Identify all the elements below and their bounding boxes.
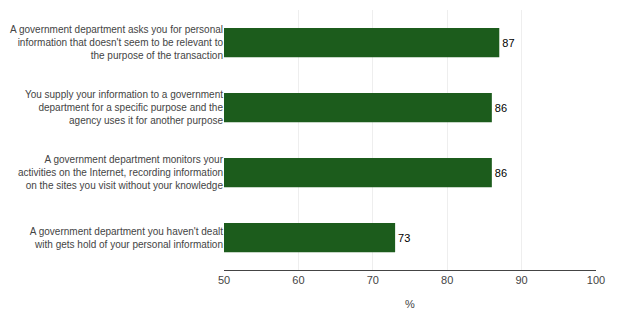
svg-text:%: % xyxy=(405,298,415,310)
svg-text:87: 87 xyxy=(502,37,514,49)
svg-text:70: 70 xyxy=(367,274,379,286)
svg-text:80: 80 xyxy=(441,274,453,286)
svg-text:A government department asks y: A government department asks you for per… xyxy=(10,24,223,61)
svg-text:86: 86 xyxy=(495,167,507,179)
svg-text:100: 100 xyxy=(587,274,605,286)
svg-text:86: 86 xyxy=(495,102,507,114)
svg-text:60: 60 xyxy=(292,274,304,286)
svg-text:73: 73 xyxy=(398,232,410,244)
svg-text:50: 50 xyxy=(218,274,230,286)
svg-text:90: 90 xyxy=(515,274,527,286)
svg-text:A government department you ha: A government department you haven't deal… xyxy=(30,226,223,250)
svg-text:A government department monito: A government department monitors youract… xyxy=(18,154,224,191)
svg-text:You supply your information to: You supply your information to a governm… xyxy=(25,89,224,126)
